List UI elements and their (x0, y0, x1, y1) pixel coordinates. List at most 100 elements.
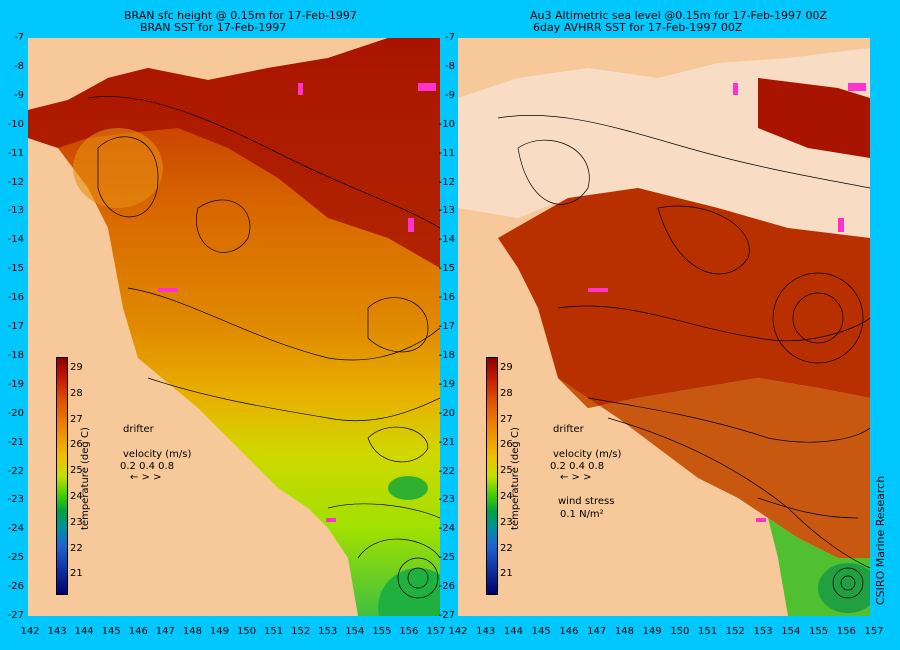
left-colorbar-label: temperature (deg C) (80, 427, 91, 530)
x-tick-label: 146 (559, 626, 579, 637)
credit-text: CSIRO Marine Research (874, 475, 887, 605)
x-tick-label: 143 (476, 626, 496, 637)
right-wind-label: wind stress (558, 496, 615, 507)
y-tick-label: -26 (438, 581, 455, 593)
x-tick-label: 144 (503, 626, 523, 637)
colorbar-tick-label: 29 (500, 362, 513, 373)
left-velocity-values: 0.2 0.4 0.8 (120, 461, 175, 472)
y-tick-label: -25 (438, 552, 455, 564)
left-drifters (158, 83, 436, 522)
x-tick-label: 148 (614, 626, 634, 637)
colorbar-tick-label: 29 (70, 362, 83, 373)
left-map-svg (28, 38, 440, 616)
y-tick-label: -17 (7, 321, 24, 332)
y-tick-label: -27 (438, 610, 455, 621)
y-tick-label: -27 (7, 610, 24, 621)
y-tick-label: -20 (438, 407, 455, 419)
x-tick-label: 153 (318, 626, 338, 637)
left-eddy-warm (73, 128, 163, 208)
x-tick-label: 142 (20, 626, 40, 637)
y-tick-label: -9 (445, 89, 455, 101)
y-tick-label: -17 (438, 321, 455, 332)
left-velocity-arrows: ← > > (130, 472, 162, 483)
right-north-patch (758, 78, 870, 158)
y-tick-label: -13 (7, 205, 24, 217)
right-map-panel (458, 38, 870, 616)
right-wind-value: 0.1 N/m² (560, 509, 604, 520)
x-tick-label: 146 (128, 626, 148, 637)
right-sst-warm (498, 188, 870, 408)
y-tick-label: -21 (7, 436, 24, 448)
x-tick-label: 155 (808, 626, 829, 637)
y-tick-label: -10 (7, 118, 24, 130)
y-tick-label: -13 (438, 205, 455, 217)
y-tick-label: -23 (7, 494, 24, 506)
y-tick-label: -11 (7, 147, 24, 159)
right-title-line1: Au3 Altimetric sea level @0.15m for 17-F… (530, 9, 828, 22)
y-tick-label: -25 (7, 552, 24, 564)
y-tick-label: -18 (438, 349, 455, 361)
y-tick-label: -20 (7, 407, 24, 419)
x-tick-label: 144 (74, 626, 94, 637)
y-tick-label: -7 (445, 32, 455, 43)
y-tick-label: -22 (438, 465, 455, 477)
left-drifter-label: drifter (123, 424, 154, 435)
x-tick-label: 149 (642, 626, 662, 637)
colorbar-tick-label: 24 (500, 491, 513, 502)
y-tick-label: -12 (438, 176, 455, 188)
colorbar-tick-label: 21 (70, 568, 83, 580)
right-colorbar (486, 357, 498, 595)
y-tick-label: -9 (14, 89, 24, 101)
left-contours (87, 96, 440, 599)
y-tick-label: -14 (438, 234, 455, 246)
x-tick-label: 145 (531, 626, 551, 637)
left-velocity-label: velocity (m/s) (123, 449, 192, 460)
left-colorbar (56, 357, 68, 595)
colorbar-tick-label: 27 (500, 413, 513, 425)
colorbar-tick-label: 25 (70, 465, 83, 477)
y-tick-label: -24 (438, 523, 455, 535)
colorbar-tick-label: 24 (70, 491, 83, 502)
right-map-svg (458, 48, 870, 616)
y-tick-label: -10 (438, 118, 455, 130)
y-tick-label: -22 (7, 465, 24, 477)
left-map-panel (28, 38, 440, 616)
colorbar-tick-label: 21 (500, 568, 513, 580)
colorbar-tick-label: 26 (500, 439, 513, 451)
y-tick-label: -8 (445, 60, 455, 72)
right-sst-mid (558, 378, 870, 558)
x-tick-label: 157 (864, 626, 884, 637)
x-tick-label: 142 (448, 626, 468, 637)
x-tick-label: 145 (101, 626, 121, 637)
x-tick-label: 152 (725, 626, 745, 637)
y-tick-label: -7 (14, 32, 24, 43)
y-tick-label: -26 (7, 581, 24, 593)
right-velocity-arrows: ← > > (560, 472, 592, 483)
right-colorbar-label: temperature (deg C) (510, 427, 521, 530)
right-velocity-label: velocity (m/s) (553, 449, 622, 460)
x-tick-label: 153 (753, 626, 773, 637)
left-eddy-small (388, 476, 428, 500)
right-title-line2: 6day AVHRR SST for 17-Feb-1997 00Z (533, 21, 743, 34)
y-tick-label: -16 (438, 292, 455, 304)
right-drifter-label: drifter (553, 424, 584, 435)
y-tick-label: -19 (7, 378, 24, 390)
colorbar-tick-label: 23 (500, 516, 513, 528)
x-tick-label: 143 (47, 626, 67, 637)
x-tick-label: 150 (236, 626, 257, 637)
y-tick-label: -19 (438, 378, 455, 390)
x-tick-label: 150 (670, 626, 690, 637)
left-eddy-green (378, 568, 440, 616)
y-tick-label: -18 (7, 349, 24, 361)
x-tick-label: 154 (345, 626, 365, 637)
right-velocity-values: 0.2 0.4 0.8 (550, 461, 605, 472)
x-tick-label: 147 (587, 626, 607, 637)
x-tick-label: 148 (182, 626, 202, 637)
colorbar-tick-label: 28 (500, 387, 513, 399)
x-tick-label: 156 (399, 626, 419, 637)
colorbar-tick-label: 27 (70, 413, 83, 425)
right-eddy-green (818, 563, 870, 613)
x-tick-label: 155 (372, 626, 392, 637)
y-tick-label: -14 (7, 234, 24, 246)
x-tick-label: 156 (836, 626, 856, 637)
